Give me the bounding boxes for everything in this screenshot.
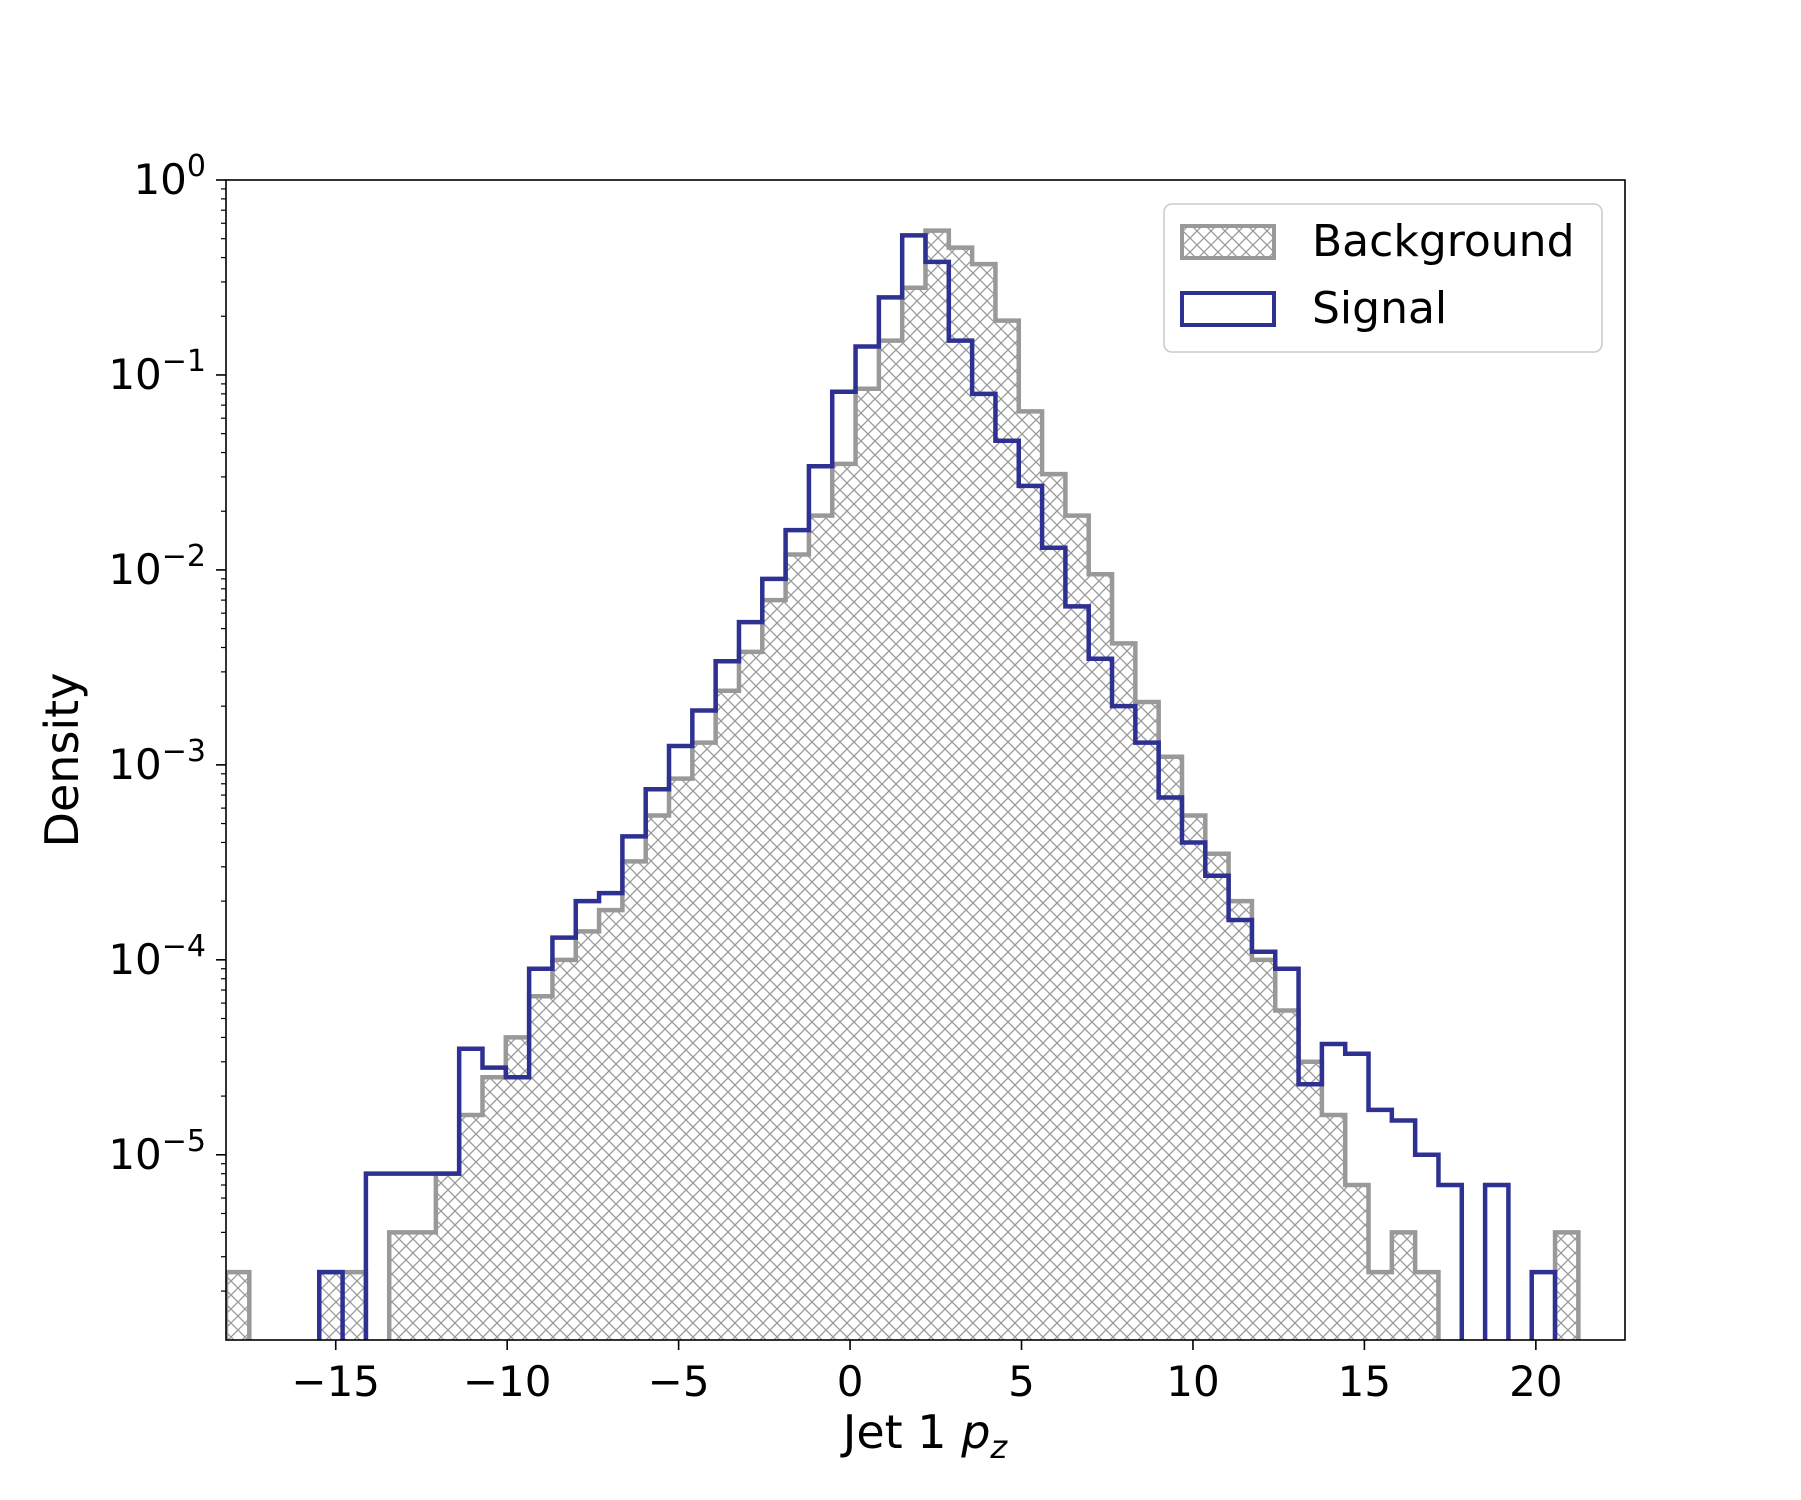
bar-background-18 <box>645 815 670 1340</box>
bar-background-28 <box>878 340 903 1340</box>
bar-background-48 <box>1345 1184 1370 1340</box>
legend-label-signal: Signal <box>1312 283 1447 334</box>
bar-background-33 <box>995 320 1020 1340</box>
bar-background-20 <box>692 742 717 1340</box>
bar-background-12 <box>505 1037 530 1340</box>
bar-background-49 <box>1368 1272 1393 1340</box>
y-tick-label-5: 10−5 <box>108 1124 206 1179</box>
bars-layer <box>226 230 1579 1340</box>
series-line-background <box>226 228 1581 1340</box>
bar-background-11 <box>482 1077 507 1340</box>
y-axis-label: Density <box>35 673 89 848</box>
bar-background-42 <box>1205 853 1230 1340</box>
bar-background-47 <box>1321 1114 1346 1340</box>
bar-background-13 <box>529 996 553 1340</box>
x-tick-label-5: 10 <box>1166 1357 1219 1406</box>
y-tick-label-2: 10−2 <box>108 539 206 594</box>
bar-background-38 <box>1112 643 1136 1340</box>
bar-background-7 <box>389 1232 414 1340</box>
bar-background-0 <box>226 1272 250 1340</box>
plot-frame <box>225 179 1626 1341</box>
bar-background-57 <box>1555 1232 1579 1340</box>
bar-background-19 <box>669 778 693 1340</box>
bar-background-15 <box>575 931 600 1340</box>
bar-background-23 <box>762 600 787 1340</box>
bar-background-44 <box>1251 959 1276 1340</box>
bar-background-29 <box>902 287 926 1340</box>
bar-background-14 <box>552 959 577 1340</box>
legend-swatch-signal <box>1180 291 1276 327</box>
bar-background-27 <box>855 388 880 1340</box>
lines-layer <box>226 228 1581 1340</box>
bar-background-22 <box>738 651 763 1340</box>
bar-background-34 <box>1018 411 1043 1340</box>
bar-background-50 <box>1391 1232 1416 1340</box>
x-tick-label-3: 0 <box>837 1357 864 1406</box>
bar-background-31 <box>948 247 973 1340</box>
bar-background-46 <box>1298 1061 1323 1340</box>
y-tick-label-3: 10−3 <box>108 734 206 789</box>
bar-background-35 <box>1042 474 1066 1340</box>
bar-background-26 <box>832 463 857 1340</box>
x-tick-label-4: 5 <box>1008 1357 1035 1406</box>
bar-background-17 <box>622 861 647 1340</box>
bar-background-39 <box>1135 702 1160 1340</box>
y-tick-label-1: 10−1 <box>108 344 206 399</box>
x-axis: −15 −10 −5 0 5 10 15 20 <box>291 1340 1563 1406</box>
x-tick-label-6: 15 <box>1338 1357 1391 1406</box>
x-tick-label-2: −5 <box>648 1357 710 1406</box>
bar-background-4 <box>319 1272 344 1340</box>
bar-background-25 <box>808 515 833 1340</box>
bar-background-9 <box>435 1173 460 1340</box>
x-tick-label-0: −15 <box>291 1357 380 1406</box>
bar-background-24 <box>785 554 810 1340</box>
legend: Background Signal <box>1163 203 1603 353</box>
bar-background-10 <box>459 1114 483 1340</box>
bar-background-21 <box>715 690 740 1340</box>
bar-background-37 <box>1088 574 1113 1340</box>
bar-background-45 <box>1275 1010 1300 1340</box>
series-line-signal <box>317 233 1558 1340</box>
bar-background-16 <box>599 910 623 1340</box>
bar-background-51 <box>1415 1272 1439 1340</box>
bar-background-41 <box>1181 815 1206 1340</box>
bar-background-5 <box>342 1272 367 1340</box>
bar-background-40 <box>1158 756 1183 1340</box>
bar-background-8 <box>412 1232 437 1340</box>
y-axis: 100 10−1 10−2 10−3 10−4 10−5 <box>108 149 226 1292</box>
bar-background-36 <box>1065 515 1090 1340</box>
y-tick-label-4: 10−4 <box>108 929 206 984</box>
x-axis-label: Jet 1 pz <box>840 1405 1009 1466</box>
legend-label-background: Background <box>1312 216 1575 267</box>
y-tick-label-0: 100 <box>133 149 206 204</box>
x-tick-label-7: 20 <box>1509 1357 1562 1406</box>
legend-swatch-background <box>1180 224 1276 260</box>
x-tick-label-1: −10 <box>463 1357 552 1406</box>
bar-background-43 <box>1228 901 1253 1340</box>
bar-background-30 <box>925 230 950 1340</box>
bar-background-32 <box>972 264 996 1340</box>
